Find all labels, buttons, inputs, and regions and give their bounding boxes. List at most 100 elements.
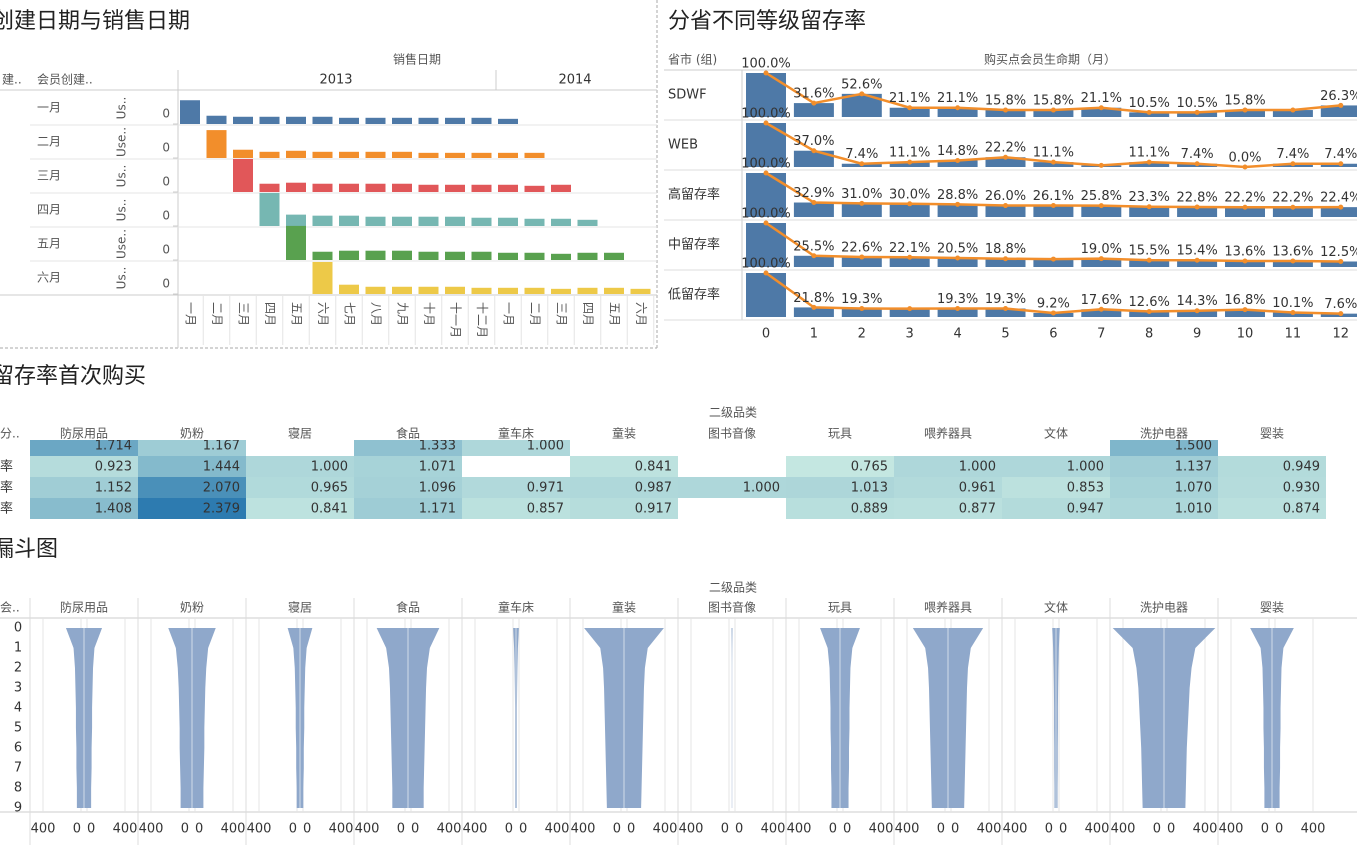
column-header: 文体 <box>1044 600 1068 615</box>
x-tick-label: 400 <box>113 822 138 837</box>
cell <box>462 477 570 498</box>
x-tick-label: 0 <box>843 822 851 837</box>
point <box>1146 159 1152 165</box>
chart-title: 分省不同等级留存率 <box>668 9 866 34</box>
cell-value: 1.071 <box>419 460 456 475</box>
point <box>1290 310 1296 316</box>
cell-value: 1.013 <box>851 481 888 496</box>
point <box>1194 109 1200 115</box>
bar <box>551 253 571 260</box>
point <box>1338 161 1344 167</box>
bar <box>524 252 545 260</box>
point <box>907 201 913 207</box>
point <box>1338 204 1344 210</box>
bar <box>551 288 571 294</box>
bar <box>418 286 439 294</box>
data-label: 26.1% <box>1033 189 1074 204</box>
data-label: 11.1% <box>889 146 930 161</box>
x-tick-label: 0 <box>505 822 513 837</box>
point <box>859 254 865 260</box>
bar <box>1272 110 1313 117</box>
data-label: 10.1% <box>1272 296 1313 311</box>
x-tick-label: 400 <box>787 822 812 837</box>
chart-title: 漏斗图 <box>0 537 58 562</box>
x-tick-label: 6 <box>1049 327 1057 342</box>
x-tick-label: 400 <box>139 822 164 837</box>
header: 销售日期 <box>393 52 441 67</box>
funnel-right <box>948 628 984 808</box>
column-header: 喂养器具 <box>924 426 972 441</box>
bar <box>551 184 571 192</box>
point <box>1242 107 1248 113</box>
x-tick-label: 一月 <box>184 302 198 326</box>
bar <box>1081 309 1122 317</box>
x-tick-label: 400 <box>355 822 380 837</box>
x-tick-label: 400 <box>437 822 462 837</box>
x-tick-label: 0 <box>721 822 729 837</box>
column-header: 食品 <box>396 600 420 615</box>
bar <box>339 151 359 158</box>
point <box>1098 306 1104 312</box>
cell-value: 0.971 <box>527 481 564 496</box>
y-tick-label: 8 <box>14 781 22 796</box>
x-tick-label: 400 <box>1003 822 1028 837</box>
data-label: 100.0% <box>741 157 791 172</box>
x-tick-label: 0 <box>519 822 527 837</box>
data-label: 31.6% <box>793 87 834 102</box>
row-header: 会.. <box>0 601 20 615</box>
point <box>763 220 769 226</box>
x-tick-label: 400 <box>761 822 786 837</box>
x-tick-label: 0 <box>73 822 81 837</box>
x-tick-label: 0 <box>303 822 311 837</box>
point <box>955 201 961 207</box>
bar <box>471 152 492 158</box>
x-tick-label: 400 <box>545 822 570 837</box>
x-tick-label: 0 <box>937 822 945 837</box>
bar <box>471 117 492 124</box>
x-tick-label: 0 <box>1045 822 1053 837</box>
data-label: 0.0% <box>1228 151 1261 166</box>
bar <box>1129 260 1170 267</box>
point <box>1050 159 1056 165</box>
data-label: 52.6% <box>841 77 882 92</box>
x-tick-label: 400 <box>247 822 272 837</box>
bar <box>445 117 465 124</box>
y-tick-label: 0 <box>162 243 170 257</box>
bar <box>498 217 518 226</box>
funnel-right <box>408 628 440 808</box>
point <box>907 254 913 260</box>
bar <box>524 152 545 158</box>
data-label: 11.1% <box>1033 146 1074 161</box>
bar <box>498 184 518 192</box>
column-header: 文体 <box>1044 426 1068 441</box>
cell-value: 1.000 <box>311 460 348 475</box>
bar <box>312 215 333 226</box>
row-label: 三月 <box>37 169 61 183</box>
chart-title: 创建日期与销售日期 <box>0 9 190 34</box>
point <box>955 255 961 261</box>
bar <box>1033 205 1074 217</box>
column-header: 防尿用品 <box>60 600 108 615</box>
bar <box>1225 110 1265 117</box>
point <box>763 70 769 76</box>
x-tick-label: 七月 <box>343 302 357 326</box>
data-label: 21.1% <box>889 91 930 106</box>
bar <box>259 183 280 192</box>
bar <box>259 151 280 158</box>
data-label: 7.6% <box>1324 297 1357 312</box>
cell-value: 1.167 <box>203 439 240 454</box>
x-tick-label: 0 <box>289 822 297 837</box>
cell-value: 0.965 <box>311 481 348 496</box>
x-tick-label: 400 <box>1085 822 1110 837</box>
point <box>1194 161 1200 167</box>
bar <box>498 287 518 294</box>
bar <box>746 273 786 317</box>
axis-label: Us.. <box>115 165 129 188</box>
data-label: 7.4% <box>1181 147 1214 162</box>
data-label: 25.5% <box>793 239 834 254</box>
x-tick-label: 十一月 <box>449 302 463 338</box>
axis-label: Use.. <box>115 127 129 157</box>
y-tick-label: 9 <box>14 801 22 816</box>
bar <box>339 284 359 294</box>
